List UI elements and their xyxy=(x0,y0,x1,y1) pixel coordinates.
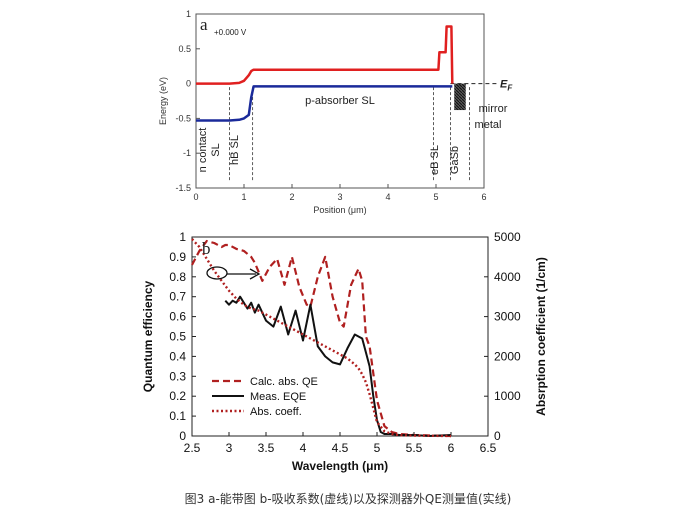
y-axis-label-b: Quantum efficiency xyxy=(141,280,155,392)
y-tick-label-b: 0.1 xyxy=(169,409,186,423)
legend-label: Meas. EQE xyxy=(250,391,306,403)
fermi-level-label: EF xyxy=(500,79,513,93)
x-tick-label-a: 2 xyxy=(289,192,294,202)
x-tick-label-b: 3 xyxy=(226,441,233,455)
y-tick-label-a: -1 xyxy=(183,148,191,158)
x-tick-label-b: 5.5 xyxy=(406,441,423,455)
fermi-level-label-main: E xyxy=(500,79,508,91)
region-label-n-contact: n contact xyxy=(197,128,209,173)
x-tick-label-a: 1 xyxy=(241,192,246,202)
y-tick-label-b: 0.3 xyxy=(169,369,186,383)
y-tick-label-a: 1 xyxy=(186,9,191,19)
x-axis-label-a: Position (μm) xyxy=(313,205,366,215)
panel-label-a: a xyxy=(200,15,208,34)
y-tick-label-right-b: 2000 xyxy=(494,349,521,363)
region-label-sl: SL xyxy=(210,143,222,156)
y-tick-label-right-b: 3000 xyxy=(494,310,521,324)
plot-frame-b xyxy=(191,236,489,437)
mirror-metal-block xyxy=(454,83,466,111)
conduction-band-line xyxy=(196,25,454,85)
region-label-gasb: GaSb xyxy=(449,146,461,174)
y-tick-label-b: 1 xyxy=(179,230,186,244)
x-tick-label-a: 3 xyxy=(337,192,342,202)
region-label-p-absorber: p-absorber SL xyxy=(305,95,375,107)
y-tick-label-a: -1.5 xyxy=(175,183,191,193)
y-tick-label-a: 0 xyxy=(186,79,191,89)
y-tick-label-b: 0.9 xyxy=(169,250,186,264)
y-tick-label-b: 0.4 xyxy=(169,349,186,363)
region-label-hb-sl: hB SL xyxy=(229,135,241,165)
calc-abs-qe-line xyxy=(191,239,452,438)
region-label-metal: metal xyxy=(475,119,502,131)
y-tick-label-right-b: 0 xyxy=(494,429,501,443)
x-tick-label-b: 5 xyxy=(374,441,381,455)
y-tick-label-a: -0.5 xyxy=(175,113,191,123)
y-tick-label-b: 0.5 xyxy=(169,330,186,344)
x-tick-label-a: 0 xyxy=(193,192,198,202)
band-diagram-panel: 0 1 2 3 4 5 6 1 0.5 0 -0.5 -1 -1.5 Position (μm) Energ… xyxy=(158,9,513,215)
figure-caption: 图3 a-能带图 b-吸收系数(虚线)以及探测器外QE测量值(实线) xyxy=(184,492,512,506)
x-tick-label-b: 2.5 xyxy=(184,441,201,455)
y-tick-label-b: 0.2 xyxy=(169,389,186,403)
x-tick-label-b: 6 xyxy=(448,441,455,455)
valence-band-line xyxy=(196,85,453,122)
legend-label: Calc. abs. QE xyxy=(250,376,318,388)
y-tick-label-right-b: 4000 xyxy=(494,270,521,284)
fermi-level-label-sub: F xyxy=(507,84,513,93)
quantum-efficiency-panel: 2.5 3 3.5 4 4.5 5 5.5 6 6.500.10.20.30.40.50.60.… xyxy=(141,230,548,473)
region-label-mirror: mirror xyxy=(479,103,508,115)
y-tick-label-right-b: 5000 xyxy=(494,230,521,244)
y-tick-label-b: 0.8 xyxy=(169,270,186,284)
annotation-arrowhead xyxy=(249,268,261,280)
panel-label-b: b xyxy=(202,239,211,258)
region-label-eb-sl: eB SL xyxy=(429,145,441,175)
x-tick-label-b: 4.5 xyxy=(332,441,349,455)
y-axis-label-right-b: Absrption coefficient (1/cm) xyxy=(534,257,548,416)
bias-annotation: +0.000 V xyxy=(214,28,247,37)
x-tick-label-b: 3.5 xyxy=(258,441,275,455)
annotation-ellipse xyxy=(206,266,228,280)
y-tick-label-b: 0.6 xyxy=(169,310,186,324)
abs-coeff-line xyxy=(191,238,452,438)
x-tick-label-b: 4 xyxy=(300,441,307,455)
x-tick-label-b: 6.5 xyxy=(480,441,497,455)
y-axis-label-a: Energy (eV) xyxy=(158,77,168,125)
y-tick-label-right-b: 1000 xyxy=(494,389,521,403)
x-tick-label-a: 5 xyxy=(433,192,438,202)
y-tick-label-b: 0 xyxy=(179,429,186,443)
x-axis-label-b: Wavelength (μm) xyxy=(292,459,388,473)
y-tick-label-a: 0.5 xyxy=(178,44,191,54)
x-tick-label-a: 4 xyxy=(385,192,390,202)
y-tick-label-b: 0.7 xyxy=(169,290,186,304)
legend-label: Abs. coeff. xyxy=(250,406,302,418)
x-tick-label-a: 6 xyxy=(481,192,486,202)
